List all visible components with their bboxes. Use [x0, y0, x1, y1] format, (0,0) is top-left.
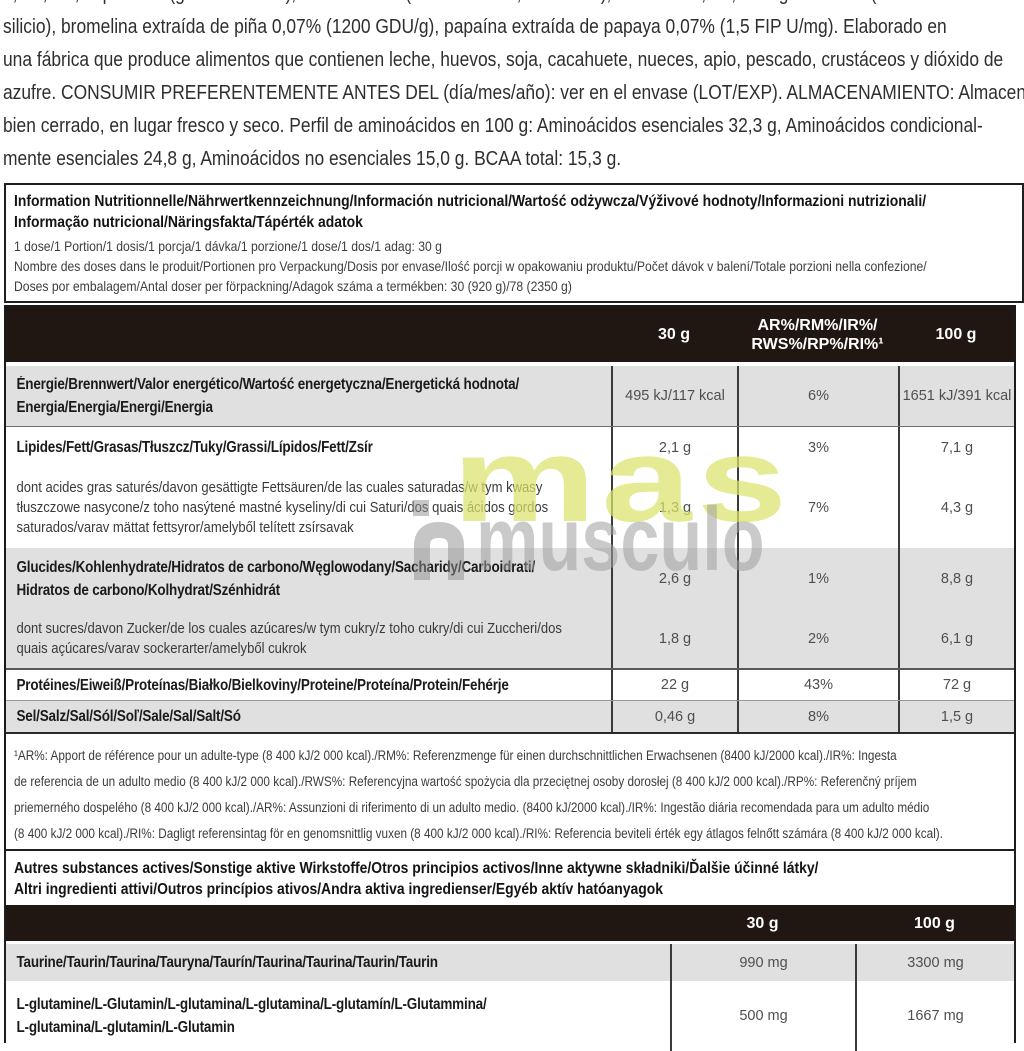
servings-per-container-line: Nombre des doses dans le produit/Portion…	[14, 258, 927, 274]
ingredients-paragraph: 1,7%, sal, espesante (goma xantana), edu…	[3, 0, 1024, 176]
nutrient-row-salt: Sel/Salz/Sal/Sól/Soľ/Sale/Sal/Salt/Só 0,…	[6, 700, 1014, 732]
nutrient-row-energy: Énergie/Brennwert/Valor energético/Warto…	[6, 366, 1014, 426]
active-substance-label: L-glutamine/L-Glutamin/L-glutamina/L-glu…	[16, 996, 487, 1013]
nutrient-row-protein: Protéines/Eiweiß/Proteínas/Białko/Bielko…	[6, 668, 1014, 700]
nutrition-table-header-row: 30 g AR%/RM%/IR%/ RWS%/RP%/RI%¹ 100 g	[6, 307, 1014, 362]
nutrient-sublabel: dont sucres/davon Zucker/de los cuales a…	[16, 620, 562, 637]
value-reference-intake: 43%	[737, 670, 898, 700]
intro-line: azufre. CONSUMIR PREFERENTEMENTE ANTES D…	[3, 82, 1024, 104]
value-30g: 22 g	[611, 670, 737, 700]
value-30g: 990 mg	[670, 944, 855, 981]
active-substances-title-line: Altri ingredienti attivi/Outros princípi…	[14, 881, 663, 898]
value-reference-intake: 1%	[737, 548, 898, 610]
active-substances-title-line: Autres substances actives/Sonstige aktiv…	[14, 860, 819, 877]
nutrient-sublabel: tłuszczowe nasycone/z toho nasýtené mast…	[16, 499, 549, 516]
footnote-line: ¹AR%: Apport de référence pour un adulte…	[14, 748, 897, 763]
intro-line: mente esenciales 24,8 g, Aminoácidos no …	[3, 148, 622, 170]
column-header-100g: 100 g	[914, 914, 955, 932]
header-divider-gap	[6, 941, 1014, 944]
nutrient-label: Protéines/Eiweiß/Proteínas/Białko/Bielko…	[16, 676, 509, 694]
nutrient-label: Glucides/Kohlenhydrate/Hidratos de carbo…	[16, 559, 536, 576]
nutrient-sublabel: quais açúcares/varav sockerarter/amelybő…	[16, 640, 307, 657]
value-100g: 6,1 g	[898, 610, 1014, 668]
active-substances-box: Autres substances actives/Sonstige aktiv…	[4, 849, 1016, 1051]
column-header-reference-intake-line: AR%/RM%/IR%/	[757, 316, 878, 334]
value-reference-intake: 2%	[737, 610, 898, 668]
footnote-line: priemerného dospelého (8 400 kJ/2 000 kc…	[14, 800, 930, 815]
column-header-30g: 30 g	[746, 914, 779, 932]
value-30g: 2,1 g	[611, 427, 737, 468]
nutrition-info-title-line: Informação nutricional/Näringsfakta/Tápé…	[14, 214, 363, 231]
active-substances-header-row: 30 g 100 g	[6, 905, 1014, 941]
active-substance-label: Taurine/Taurin/Taurina/Tauryna/Taurín/Ta…	[16, 954, 438, 971]
nutrition-info-title-line: Information Nutritionnelle/Nährwertkennz…	[14, 193, 927, 210]
value-100g: 72 g	[898, 670, 1014, 700]
intro-line: una fábrica que produce alimentos que co…	[3, 49, 1004, 71]
intro-line: 1,7%, sal, espesante (goma xantana), edu…	[3, 0, 1024, 11]
nutrient-row-fat: Lipides/Fett/Grasas/Tłuszcz/Tuky/Grassi/…	[6, 426, 1014, 468]
value-reference-intake: 7%	[737, 468, 898, 548]
nutrient-sublabel: dont acides gras saturés/davon gesättigt…	[16, 479, 543, 496]
value-100g: 7,1 g	[898, 427, 1014, 468]
footnote-line: de referencia de un adulto medio (8 400 …	[14, 774, 917, 789]
value-30g: 500 mg	[670, 981, 855, 1051]
header-divider-gap	[6, 362, 1014, 366]
value-100g: 4,3 g	[898, 468, 1014, 548]
nutrient-sublabel: saturados/varav mättat fettsyror/amelybő…	[16, 519, 354, 536]
value-100g: 1651 kJ/391 kcal	[898, 366, 1014, 426]
value-30g: 0,46 g	[611, 701, 737, 732]
value-reference-intake: 8%	[737, 701, 898, 732]
value-100g: 8,8 g	[898, 548, 1014, 610]
value-30g: 495 kJ/117 kcal	[611, 366, 737, 426]
column-header-reference-intake: AR%/RM%/IR%/ RWS%/RP%/RI%¹	[737, 307, 898, 362]
nutrient-label: Lipides/Fett/Grasas/Tłuszcz/Tuky/Grassi/…	[16, 439, 373, 456]
active-substance-label: L-glutamina/L-glutamin/L-Glutamin	[16, 1019, 235, 1036]
value-100g: 1,5 g	[898, 701, 1014, 732]
intro-line: silicio), bromelina extraída de piña 0,0…	[3, 16, 947, 38]
value-reference-intake: 6%	[737, 366, 898, 426]
servings-per-container-line: Doses por embalagem/Antal doser per förp…	[14, 278, 572, 294]
nutrient-label: Energia/Energia/Energi/Energia	[16, 399, 213, 416]
nutrient-label: Hidratos de carbono/Kolhydrat/Szénhidrát	[16, 582, 280, 599]
column-header-empty	[6, 905, 670, 941]
nutrient-row-carbohydrate: Glucides/Kohlenhydrate/Hidratos de carbo…	[6, 548, 1014, 610]
value-100g: 1667 mg	[855, 981, 1014, 1051]
column-header-empty	[6, 307, 611, 362]
nutrient-label: Énergie/Brennwert/Valor energético/Warto…	[16, 376, 520, 393]
intro-line: bien cerrado, en lugar fresco y seco. Pe…	[3, 115, 983, 137]
active-row-l-glutamine: L-glutamine/L-Glutamin/L-glutamina/L-glu…	[6, 981, 1014, 1051]
active-substances-title: Autres substances actives/Sonstige aktiv…	[6, 851, 1014, 905]
column-header-100g: 100 g	[935, 326, 977, 343]
column-header-30g: 30 g	[657, 326, 690, 343]
nutrient-row-sugars: dont sucres/davon Zucker/de los cuales a…	[6, 610, 1014, 668]
nutrient-row-saturated-fat: dont acides gras saturés/davon gesättigt…	[6, 468, 1014, 548]
active-row-taurine: Taurine/Taurin/Taurina/Tauryna/Taurín/Ta…	[6, 944, 1014, 981]
column-header-reference-intake-line: RWS%/RP%/RI%¹	[751, 335, 884, 353]
reference-intake-footnote: ¹AR%: Apport de référence pour un adulte…	[6, 732, 1014, 855]
footnote-line: (8 400 kJ/2 000 kcal)./RI%: Dagligt refe…	[14, 826, 943, 841]
nutrient-label: Sel/Salz/Sal/Sól/Soľ/Sale/Sal/Salt/Só	[16, 708, 241, 725]
value-100g: 3300 mg	[855, 944, 1014, 981]
value-30g: 2,6 g	[611, 548, 737, 610]
nutrition-info-box: Information Nutritionnelle/Nährwertkennz…	[4, 183, 1024, 303]
value-reference-intake: 3%	[737, 427, 898, 468]
nutrition-info-title: Information Nutritionnelle/Nährwertkennz…	[14, 191, 1015, 233]
serving-size-line: 1 dose/1 Portion/1 dosis/1 porcja/1 dávk…	[14, 238, 442, 254]
value-30g: 1,8 g	[611, 610, 737, 668]
nutrition-table: 30 g AR%/RM%/IR%/ RWS%/RP%/RI%¹ 100 g Én…	[4, 305, 1016, 858]
value-30g: 1,3 g	[611, 468, 737, 548]
